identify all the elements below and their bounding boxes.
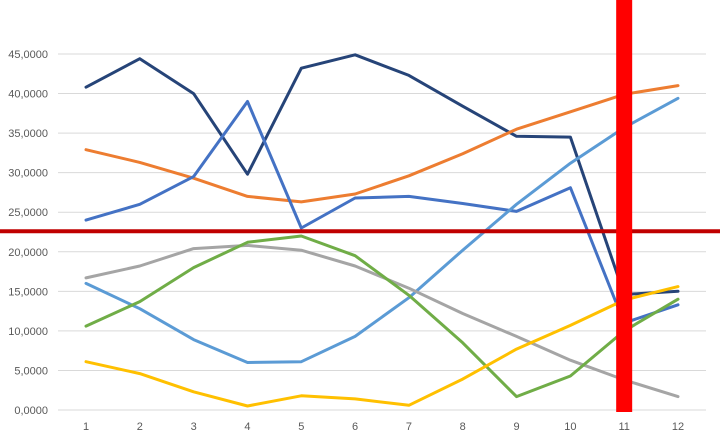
vertical-marker-band bbox=[616, 0, 633, 412]
series-line-2 bbox=[84, 84, 680, 204]
y-tick-label: 35,0000 bbox=[8, 128, 48, 140]
x-tick-label: 11 bbox=[618, 421, 629, 433]
y-axis-tick-labels: 0,0000 5,0000 10,0000 15,0000 20,0000 25,0000… bbox=[8, 49, 48, 417]
x-tick-label: 2 bbox=[137, 421, 143, 433]
y-tick-label: 5,0000 bbox=[14, 365, 48, 377]
x-tick-label: 6 bbox=[352, 421, 358, 433]
y-tick-label: 0,0000 bbox=[14, 405, 48, 417]
x-tick-label: 9 bbox=[513, 421, 519, 433]
y-tick-label: 40,0000 bbox=[8, 89, 48, 101]
series-line-3 bbox=[84, 100, 680, 325]
y-tick-label: 30,0000 bbox=[8, 168, 48, 180]
x-tick-label: 7 bbox=[406, 421, 412, 433]
x-axis-tick-labels: 1 2 3 4 5 6 7 8 9 10 11 12 bbox=[83, 421, 684, 433]
series-line-4 bbox=[84, 96, 680, 364]
y-tick-label: 25,0000 bbox=[8, 207, 48, 219]
y-tick-label: 15,0000 bbox=[8, 286, 48, 298]
x-tick-label: 12 bbox=[672, 421, 684, 433]
y-tick-label: 10,0000 bbox=[8, 326, 48, 338]
gridlines bbox=[58, 53, 706, 411]
y-tick-label: 45,0000 bbox=[8, 49, 48, 61]
series-line-1 bbox=[84, 53, 680, 296]
x-tick-label: 5 bbox=[298, 421, 304, 433]
series-line-7 bbox=[84, 285, 680, 408]
annotation-markers bbox=[0, 0, 720, 412]
series-line-6 bbox=[84, 234, 680, 399]
x-tick-label: 8 bbox=[460, 421, 466, 433]
x-tick-label: 4 bbox=[244, 421, 250, 433]
series-lines bbox=[84, 53, 680, 408]
series-line-5 bbox=[84, 243, 680, 399]
y-tick-label: 20,0000 bbox=[8, 247, 48, 259]
x-tick-label: 10 bbox=[564, 421, 576, 433]
x-tick-label: 3 bbox=[191, 421, 197, 433]
x-tick-label: 1 bbox=[83, 421, 89, 433]
